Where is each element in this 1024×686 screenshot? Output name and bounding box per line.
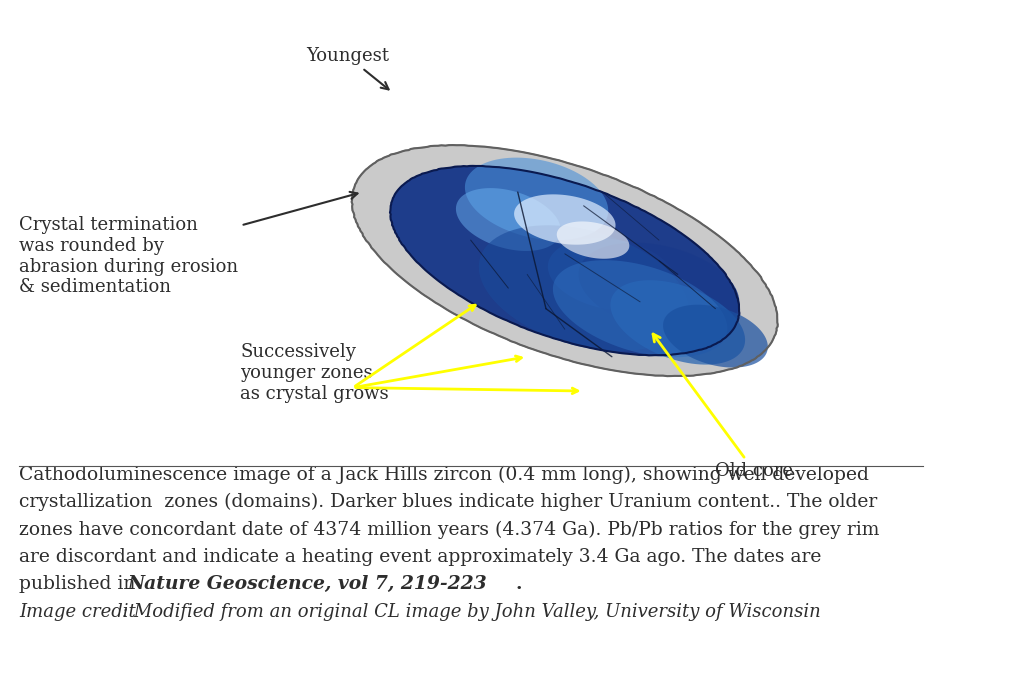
- Polygon shape: [553, 260, 727, 357]
- Polygon shape: [479, 225, 688, 351]
- Text: Image credit: Image credit: [18, 603, 135, 621]
- Polygon shape: [548, 238, 676, 311]
- Text: Youngest: Youngest: [306, 47, 389, 89]
- Text: crystallization  zones (domains). Darker blues indicate higher Uranium content..: crystallization zones (domains). Darker …: [18, 493, 878, 511]
- Text: Old core: Old core: [653, 334, 794, 480]
- Polygon shape: [456, 188, 561, 251]
- Text: are discordant and indicate a heating event approximately 3.4 Ga ago. The dates : are discordant and indicate a heating ev…: [18, 548, 821, 566]
- Polygon shape: [557, 222, 630, 259]
- Text: Crystal termination
was rounded by
abrasion during erosion
& sedimentation: Crystal termination was rounded by abras…: [18, 192, 357, 296]
- Text: Cathodoluminescence image of a Jack Hills zircon (0.4 mm long), showing well dev: Cathodoluminescence image of a Jack Hill…: [18, 465, 868, 484]
- Text: : Modified from an original CL image by John Valley, University of Wisconsin: : Modified from an original CL image by …: [123, 603, 821, 621]
- Polygon shape: [663, 305, 768, 368]
- Polygon shape: [465, 158, 608, 240]
- Text: Nature Geoscience, vol 7, 219-223: Nature Geoscience, vol 7, 219-223: [127, 576, 486, 593]
- Text: .: .: [516, 576, 522, 593]
- Polygon shape: [390, 166, 739, 355]
- Polygon shape: [579, 243, 739, 333]
- Polygon shape: [351, 145, 778, 376]
- Polygon shape: [514, 194, 615, 245]
- Text: published in: published in: [18, 576, 135, 593]
- Text: zones have concordant date of 4374 million years (4.374 Ga). Pb/Pb ratios for th: zones have concordant date of 4374 milli…: [18, 520, 880, 539]
- Text: Successively
younger zones
as crystal grows: Successively younger zones as crystal gr…: [240, 343, 389, 403]
- Polygon shape: [610, 280, 745, 364]
